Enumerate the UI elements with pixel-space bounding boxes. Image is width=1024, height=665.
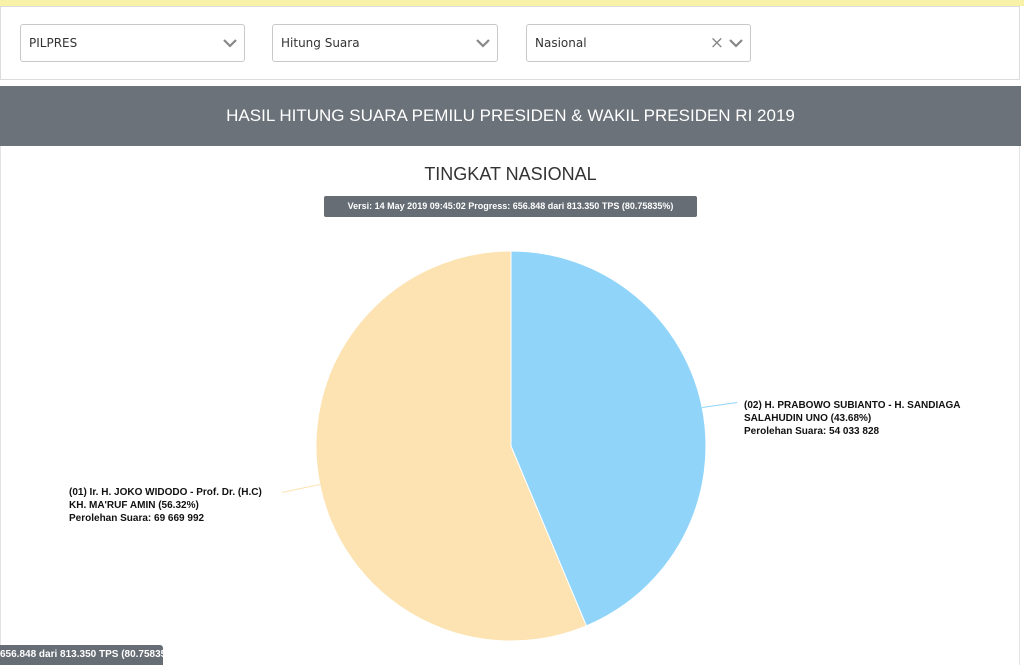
progress-badge-text: 656.848 dari 813.350 TPS (80.75835%) — [0, 649, 163, 660]
filter-bar: PILPRES Hitung Suara Nasional × — [0, 6, 1020, 80]
page-title: HASIL HITUNG SUARA PEMILU PRESIDEN & WAK… — [0, 86, 1021, 146]
election-type-select[interactable]: PILPRES — [20, 24, 245, 62]
label-01-line1: (01) Ir. H. JOKO WIDODO - Prof. Dr. (H.C… — [69, 487, 262, 498]
count-mode-value: Hitung Suara — [281, 36, 360, 50]
data-label-02: (02) H. PRABOWO SUBIANTO - H. SANDIAGA S… — [744, 399, 961, 438]
data-label-01: (01) Ir. H. JOKO WIDODO - Prof. Dr. (H.C… — [69, 486, 262, 525]
version-badge: Versi: 14 May 2019 09:45:02 Progress: 65… — [324, 196, 697, 217]
progress-badge-bottom: 656.848 dari 813.350 TPS (80.75835%) — [0, 645, 163, 665]
chart-panel — [0, 146, 1020, 665]
label-02-line1: (02) H. PRABOWO SUBIANTO - H. SANDIAGA — [744, 400, 961, 411]
label-01-line3: Perolehan Suara: 69 669 992 — [69, 513, 205, 524]
chevron-down-icon[interactable] — [728, 25, 744, 61]
pie-slice-01[interactable] — [315, 250, 588, 642]
election-type-value: PILPRES — [29, 36, 78, 50]
connector-line-01 — [281, 483, 320, 493]
count-mode-select[interactable]: Hitung Suara — [272, 24, 498, 62]
label-01-line2: KH. MA'RUF AMIN (56.32%) — [69, 500, 199, 511]
chevron-down-icon[interactable] — [475, 25, 491, 61]
label-02-line3: Perolehan Suara: 54 033 828 — [744, 426, 880, 437]
chart-subtitle: TINGKAT NASIONAL — [424, 164, 597, 184]
region-select[interactable]: Nasional × — [526, 24, 751, 62]
top-accent-line — [0, 0, 1024, 6]
region-value: Nasional — [535, 36, 587, 50]
chevron-down-icon[interactable] — [222, 25, 238, 61]
connector-line-02 — [702, 402, 738, 409]
clear-icon[interactable]: × — [709, 33, 724, 53]
label-02-line2: SALAHUDIN UNO (43.68%) — [744, 413, 872, 424]
